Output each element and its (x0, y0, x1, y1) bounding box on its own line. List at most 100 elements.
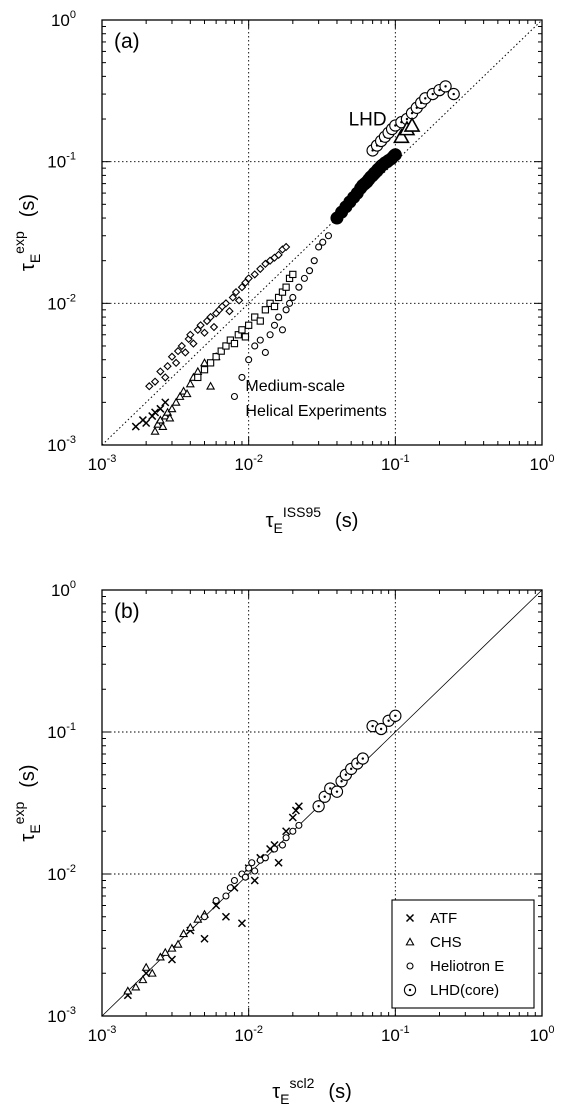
marker-circle (289, 293, 297, 302)
marker-triangle (193, 366, 203, 375)
marker-diamond (173, 346, 183, 356)
marker-triangle (167, 943, 177, 952)
marker-circle-dot (356, 752, 369, 765)
x-axis-unit: (s) (328, 1081, 351, 1103)
marker-circle-dot-center (349, 767, 353, 771)
marker-circle-filled (388, 148, 402, 162)
data-points (123, 709, 402, 1000)
marker-circle (245, 864, 253, 872)
marker-x (221, 912, 230, 921)
series-circle-filled (330, 148, 402, 225)
x-tick-label: 10-2 (234, 1024, 263, 1045)
marker-circle (251, 867, 259, 875)
grid (102, 590, 542, 1016)
y-tick-label: 10-1 (47, 721, 76, 742)
marker-diamond (186, 330, 195, 339)
marker-circle (282, 306, 290, 314)
marker-x (151, 408, 160, 417)
x-tick-label-exponent: -3 (107, 453, 117, 465)
marker-diamond (200, 328, 209, 337)
marker-x (274, 858, 283, 867)
marker-square (282, 283, 290, 291)
marker-x (142, 418, 151, 428)
marker-circle (230, 392, 239, 401)
marker-circle (278, 326, 287, 334)
marker-triangle (171, 397, 181, 406)
y-tick-label-exponent: -2 (66, 292, 76, 304)
marker-triangle (182, 389, 192, 398)
marker-circle-dot (330, 785, 344, 798)
marker-triangle (138, 975, 148, 984)
x-axis-label: τEISS95 (s) (266, 504, 359, 536)
y-tick-label-base: 10 (47, 436, 66, 455)
marker-x (282, 827, 291, 836)
marker-circle-dot-center (431, 92, 434, 96)
series-triangle (123, 909, 210, 995)
y-tick-label-base: 10 (47, 723, 66, 742)
marker-circle-dot-center (408, 988, 412, 992)
marker-diamond (181, 348, 190, 357)
marker-x (161, 398, 170, 407)
marker-circle-dot-center (361, 757, 364, 760)
y-axis-superscript: exp (11, 231, 27, 254)
marker-square (241, 333, 250, 341)
marker-x-stroke (250, 876, 259, 885)
marker-circle (270, 845, 279, 853)
legend-entry-label: LHD(core) (430, 982, 499, 999)
y-axis-unit: (s) (17, 194, 39, 217)
marker-x-stroke (282, 827, 291, 836)
marker-circle (200, 913, 209, 921)
marker-diamond (256, 264, 265, 274)
y-tick-label-base: 10 (51, 581, 70, 600)
x-tick-label-base: 10 (381, 1026, 400, 1045)
y-tick-label-exponent: -1 (66, 721, 76, 733)
marker-triangle (153, 419, 163, 428)
y-axis-symbol: τ (17, 834, 39, 842)
marker-circle (305, 267, 314, 275)
marker-square (194, 373, 202, 382)
x-axis-label: τEscl2 (s) (272, 1075, 351, 1107)
marker-circle-dot (312, 800, 325, 813)
marker-x-stroke (167, 955, 177, 964)
y-tick-label: 10-1 (47, 151, 76, 172)
marker-triangle (175, 391, 185, 400)
marker-square (217, 347, 225, 355)
marker-circle-dot (447, 87, 460, 101)
x-tick-label-exponent: 0 (548, 453, 554, 465)
x-tick-label-base: 10 (529, 455, 548, 474)
marker-circle (238, 373, 246, 381)
marker-circle (278, 841, 287, 849)
marker-square (261, 306, 270, 314)
y-tick-label-exponent: -3 (66, 434, 76, 446)
marker-x-stroke (131, 422, 140, 431)
marker-triangle (206, 381, 216, 390)
marker-circle-dot-center (340, 780, 343, 783)
x-tick-label-exponent: 0 (548, 1024, 554, 1036)
marker-square (289, 270, 297, 279)
x-tick-label: 100 (529, 1024, 554, 1045)
panel-a: 10-3 10-2 10-1 10010-310-210-1100(a)LHDMedi… (11, 9, 555, 536)
annotation: Helical Experiments (245, 403, 386, 420)
marker-circle (222, 892, 230, 900)
x-tick-label: 10-1 (381, 453, 410, 474)
marker-circle-dot (439, 80, 452, 93)
marker-circle (266, 331, 274, 339)
series-circle-dot (312, 709, 402, 813)
marker-x-stroke (294, 802, 303, 811)
marker-circle-dot-center (329, 787, 332, 790)
marker-square (206, 359, 215, 367)
marker-diamond (225, 307, 234, 316)
marker-circle (315, 243, 323, 251)
marker-diamond (177, 341, 186, 351)
marker-triangle (167, 404, 177, 413)
x-axis-symbol: τ (266, 510, 274, 532)
marker-x-stroke (142, 969, 151, 978)
marker-circle-dot-center (356, 762, 359, 765)
marker-diamond (209, 322, 219, 332)
x-tick-label-exponent: -2 (253, 1024, 263, 1036)
y-tick-label: 10-2 (47, 863, 76, 884)
legend-entry-label: CHS (430, 934, 462, 951)
marker-circle-dot-center (438, 88, 441, 92)
marker-circle (406, 962, 414, 970)
marker-triangle (141, 962, 151, 971)
